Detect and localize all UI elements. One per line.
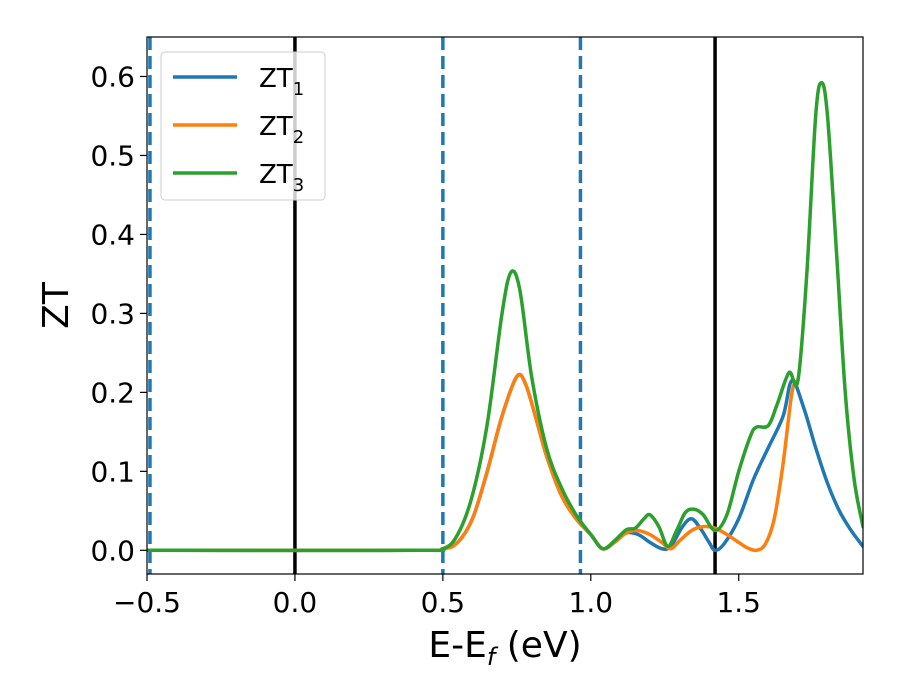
legend-label-3: ZT3 xyxy=(259,160,304,196)
x-axis: −0.5 0.0 0.5 1.0 1.5 xyxy=(113,574,761,619)
x-tick-label: 1.5 xyxy=(716,586,761,619)
series-line-zt-2 xyxy=(147,372,800,553)
y-axis: 0.0 0.1 0.2 0.3 0.4 0.5 0.6 xyxy=(90,60,147,567)
y-tick-label: 0.5 xyxy=(90,139,135,172)
y-tick-label: 0.2 xyxy=(90,376,135,409)
series-layer xyxy=(147,81,863,553)
legend-label-2: ZT2 xyxy=(259,112,304,148)
x-tick-label: 1.0 xyxy=(569,586,614,619)
x-axis-label-main: E-E xyxy=(428,625,486,666)
x-axis-label-unit: (eV) xyxy=(495,625,581,666)
x-tick-label: −0.5 xyxy=(113,586,181,619)
plot-frame xyxy=(146,36,864,575)
legend: ZT1 ZT2 ZT3 xyxy=(160,51,326,201)
legend-items: ZT1 ZT2 ZT3 xyxy=(173,64,304,196)
y-tick-label: 0.0 xyxy=(90,534,135,567)
y-tick-label: 0.6 xyxy=(90,60,135,93)
series-line-zt-1 xyxy=(147,372,863,553)
legend-label-1: ZT1 xyxy=(259,64,304,100)
legend-box xyxy=(160,51,326,201)
y-tick-label: 0.3 xyxy=(90,297,135,330)
x-axis-label: E-Ef (eV) xyxy=(428,625,581,671)
y-tick-label: 0.1 xyxy=(90,455,135,488)
x-tick-label: 0.0 xyxy=(273,586,318,619)
x-tick-label: 0.5 xyxy=(421,586,466,619)
y-tick-label: 0.4 xyxy=(90,218,135,251)
series-line-zt-3 xyxy=(147,81,863,553)
y-axis-label: ZT xyxy=(36,281,77,329)
